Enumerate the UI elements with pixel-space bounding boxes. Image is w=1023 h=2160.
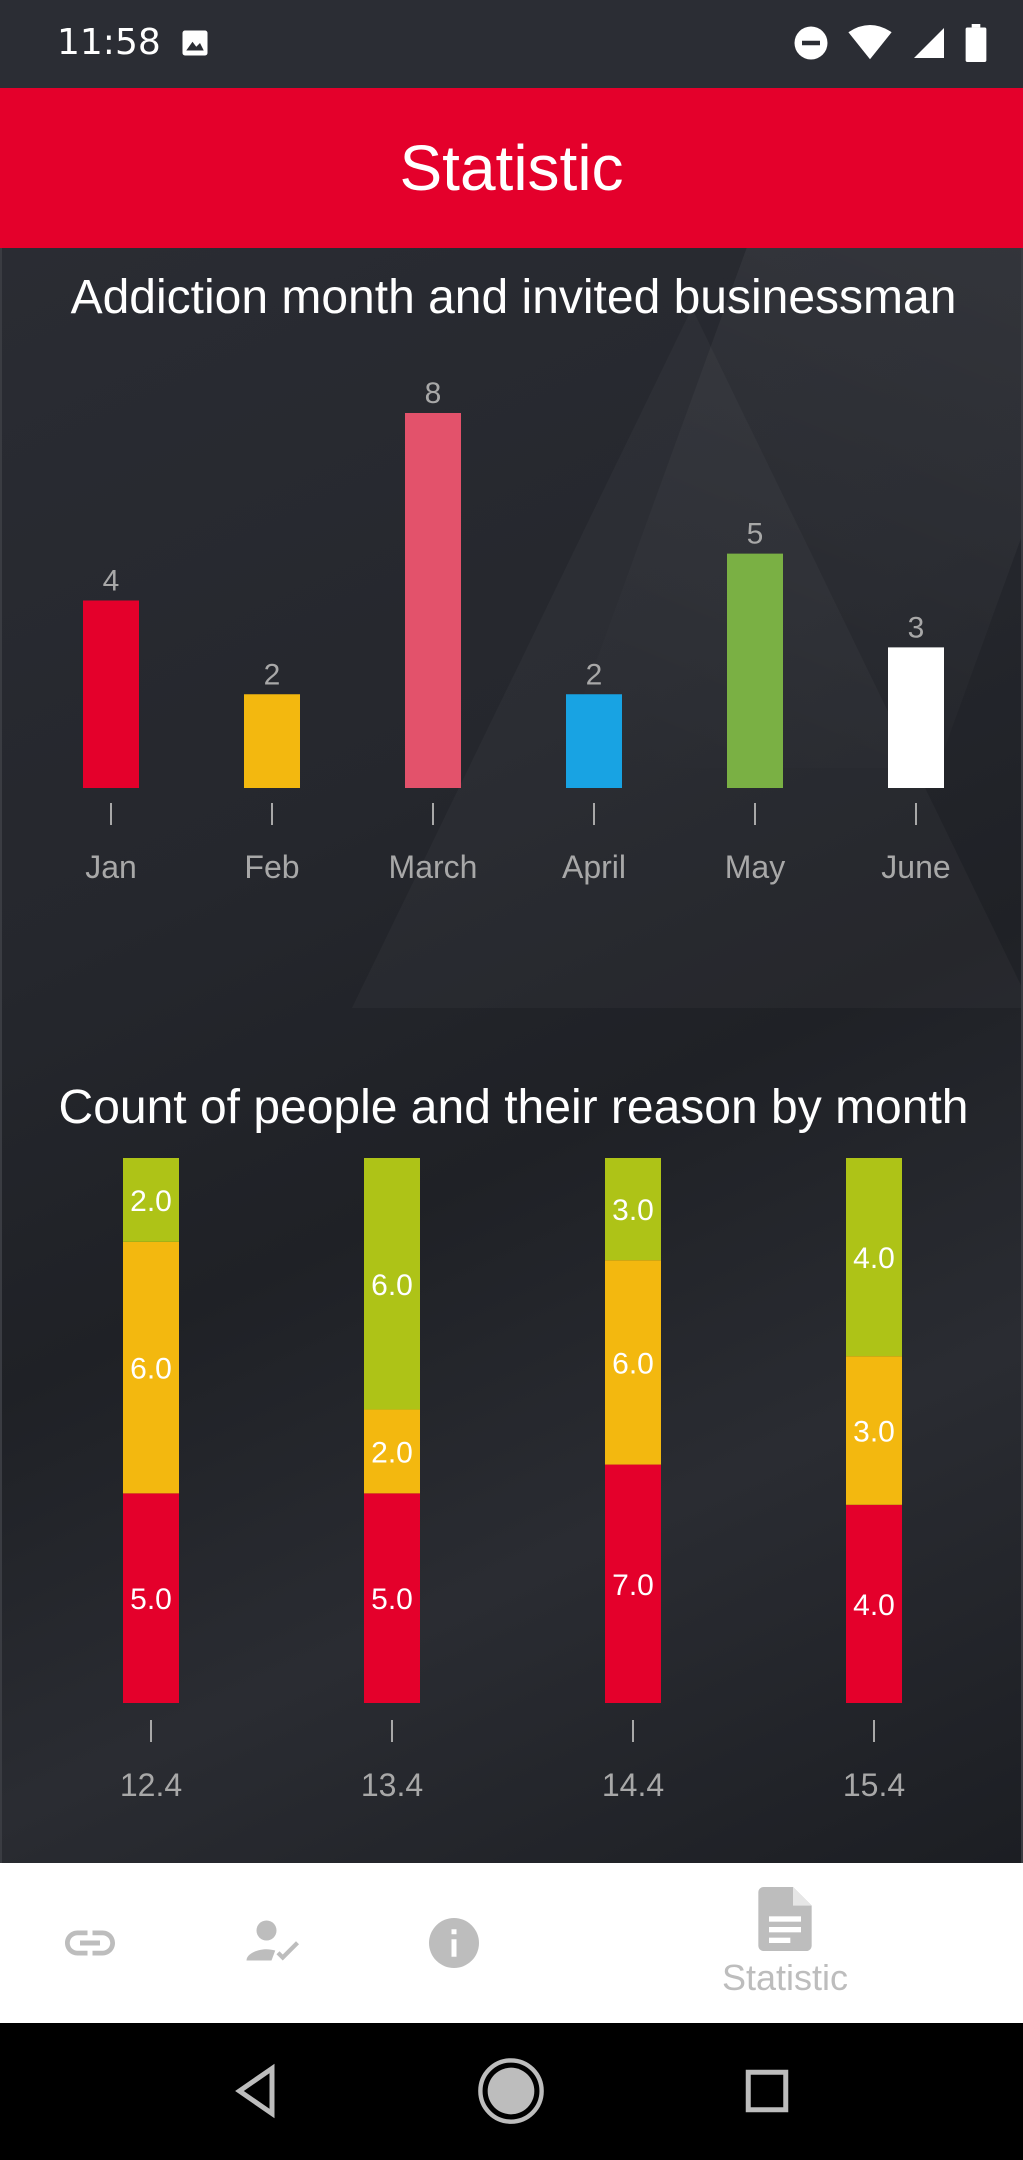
recents-icon[interactable] (742, 2066, 792, 2116)
bar-march (405, 413, 461, 788)
page-title: Statistic (399, 132, 624, 204)
bar-jan (83, 600, 139, 788)
stack-segment (123, 1493, 179, 1703)
system-navigation-bar (0, 2023, 1023, 2160)
do-not-disturb-icon (794, 26, 828, 60)
stack-segment (123, 1241, 179, 1494)
chart2-title: Count of people and their reason by mont… (58, 1081, 969, 1134)
segment-value-label: 7.0 (612, 1569, 654, 1602)
bar-may (727, 553, 783, 788)
info-icon (429, 1918, 479, 1968)
x-tick-label: 12.4 (120, 1767, 182, 1803)
stack-segment (123, 1158, 179, 1242)
segment-value-label: 5.0 (371, 1583, 413, 1616)
bar-chart-invited: 4 Jan 2 Feb 8 March 2 April 5 May 3 June (83, 377, 951, 885)
nav-item-person[interactable] (224, 1863, 324, 2023)
x-tick-label: 15.4 (843, 1767, 905, 1803)
home-icon[interactable] (476, 2056, 546, 2126)
segment-value-label: 6.0 (612, 1347, 654, 1380)
x-tick-label: March (389, 849, 478, 885)
battery-icon (965, 24, 987, 62)
bar-feb (244, 694, 300, 788)
stack-segment (846, 1504, 902, 1703)
stacked-bar-chart-reasons: 5.0 6.0 2.0 12.4 5.0 2.0 6.0 13.4 7.0 6.0 3.0 14.4 4… (120, 1158, 905, 1803)
segment-value-label: 4.0 (853, 1242, 895, 1275)
segment-value-label: 3.0 (612, 1194, 654, 1227)
segment-value-label: 4.0 (853, 1589, 895, 1622)
bar-april (566, 694, 622, 788)
app-bar: Statistic (0, 88, 1023, 248)
statistics-content[interactable]: Addiction month and invited businessman … (0, 248, 1023, 1863)
signal-icon (914, 28, 944, 58)
segment-value-label: 6.0 (371, 1269, 413, 1302)
nav-item-info[interactable] (404, 1863, 504, 2023)
x-tick-label: 14.4 (602, 1767, 664, 1803)
bar-value-label: 3 (908, 611, 925, 644)
chart1-title: Addiction month and invited businessman (70, 271, 957, 324)
nav-item-statistic[interactable]: Statistic (690, 1863, 880, 2023)
document-icon (758, 1887, 812, 1951)
stack-segment (846, 1356, 902, 1505)
back-icon[interactable] (227, 2061, 287, 2121)
stack-segment (364, 1409, 420, 1494)
status-time: 11:58 (57, 22, 161, 63)
x-tick-label: April (562, 849, 626, 885)
bar-value-label: 8 (425, 377, 442, 410)
link-icon (65, 1930, 115, 1956)
bar-value-label: 4 (103, 565, 120, 598)
stack-segment (846, 1158, 902, 1357)
stack-segment (605, 1158, 661, 1261)
bar-value-label: 2 (586, 658, 603, 691)
nav-item-link[interactable] (40, 1863, 140, 2023)
wifi-icon (848, 25, 892, 60)
bar-june (888, 647, 944, 788)
status-bar: 11:58 (0, 0, 1023, 88)
x-tick-label: June (881, 849, 950, 885)
stack-segment (605, 1260, 661, 1465)
segment-value-label: 5.0 (130, 1583, 172, 1616)
bottom-navigation: Statistic (0, 1863, 1023, 2023)
stack-segment (364, 1158, 420, 1410)
segment-value-label: 2.0 (130, 1185, 172, 1218)
bar-value-label: 2 (264, 658, 281, 691)
segment-value-label: 3.0 (853, 1416, 895, 1449)
person-check-icon (246, 1920, 299, 1961)
x-tick-label: Jan (85, 849, 137, 885)
x-tick-label: 13.4 (361, 1767, 423, 1803)
x-tick-label: May (725, 849, 785, 885)
image-notification-icon (182, 30, 208, 56)
segment-value-label: 2.0 (371, 1436, 413, 1469)
stack-segment (605, 1464, 661, 1703)
bar-value-label: 5 (747, 518, 764, 551)
x-tick-label: Feb (244, 849, 299, 885)
stack-segment (364, 1493, 420, 1703)
nav-label-statistic: Statistic (721, 1957, 849, 1998)
segment-value-label: 6.0 (130, 1353, 172, 1386)
